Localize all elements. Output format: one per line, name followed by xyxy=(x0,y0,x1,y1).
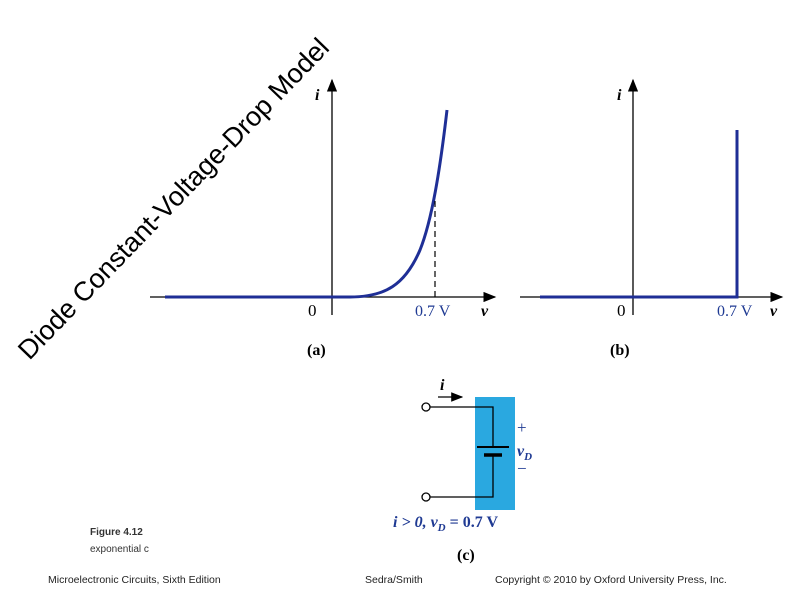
footer-authors: Sedra/Smith xyxy=(365,574,423,586)
caption: (b) xyxy=(610,342,630,359)
condition-sub: D xyxy=(437,522,446,534)
circuit-c: i + vD − i > 0, vD = 0.7 V (c) xyxy=(393,377,532,564)
axis-label-i: i xyxy=(315,87,320,104)
step-curve xyxy=(540,130,739,299)
current-label: i xyxy=(440,377,445,394)
caption: (a) xyxy=(307,342,326,359)
threshold-label: 0.7 V xyxy=(415,303,451,320)
condition: i > 0, vD = 0.7 V xyxy=(393,514,498,534)
wire xyxy=(430,455,494,498)
threshold-label: 0.7 V xyxy=(717,303,753,320)
voltage-var: v xyxy=(517,443,525,460)
figure-text: exponential c xyxy=(90,544,149,555)
footer-copyright: Copyright © 2010 by Oxford University Pr… xyxy=(495,574,727,586)
axis-label-v: v xyxy=(770,303,778,320)
terminal xyxy=(421,402,431,412)
figure-label: Figure 4.12 xyxy=(90,527,143,538)
voltage-label: vD xyxy=(517,443,532,463)
voltage-sub: D xyxy=(523,451,532,463)
condition-part: = 0.7 V xyxy=(446,514,499,531)
footer-book: Microelectronic Circuits, Sixth Edition xyxy=(48,574,221,586)
minus-sign: − xyxy=(517,459,527,478)
graph-a: i 0 0.7 V v (a) xyxy=(150,78,497,359)
exponential-curve xyxy=(165,109,449,299)
condition-part: i > 0, v xyxy=(393,514,439,531)
wire xyxy=(430,406,494,447)
axis-label-i: i xyxy=(617,87,622,104)
origin-label: 0 xyxy=(617,301,626,320)
caption: (c) xyxy=(457,547,475,564)
origin-label: 0 xyxy=(308,301,317,320)
graph-b: i 0 0.7 V v (b) xyxy=(520,78,784,359)
terminal xyxy=(421,492,431,502)
slide-title: Diode Constant-Voltage-Drop Model xyxy=(12,32,335,365)
axis-label-v: v xyxy=(481,303,489,320)
plus-sign: + xyxy=(517,418,527,437)
